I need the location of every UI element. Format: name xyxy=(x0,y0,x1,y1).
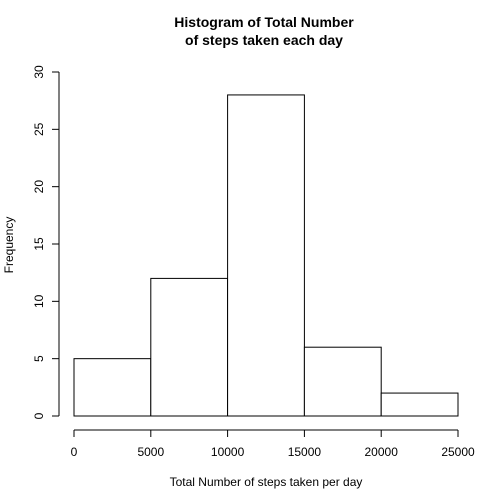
y-tick-label: 0 xyxy=(32,412,46,419)
y-tick-label: 15 xyxy=(32,237,46,251)
histogram-bar-3 xyxy=(303,346,382,417)
histogram-bar-2 xyxy=(227,94,305,417)
x-tick-label: 20000 xyxy=(365,445,399,459)
y-axis: 0 5 10 15 20 25 30 xyxy=(32,65,60,419)
x-tick-label: 10000 xyxy=(211,445,245,459)
histogram-bar-1 xyxy=(150,277,229,417)
x-tick-label: 0 xyxy=(71,445,78,459)
y-tick-label: 10 xyxy=(32,294,46,308)
histogram-bar-4 xyxy=(380,392,459,417)
x-axis: 0 5000 10000 15000 20000 25000 xyxy=(71,429,475,459)
x-tick-label: 5000 xyxy=(137,445,164,459)
x-axis-label: Total Number of steps taken per day xyxy=(170,475,363,489)
y-tick-label: 30 xyxy=(32,65,46,79)
histogram-bar-0 xyxy=(73,358,152,417)
y-tick-label: 20 xyxy=(32,180,46,194)
x-tick-label: 15000 xyxy=(288,445,322,459)
y-tick-label: 5 xyxy=(32,355,46,362)
y-tick-label: 25 xyxy=(32,122,46,136)
chart-title-line-2: of steps taken each day xyxy=(185,32,343,48)
x-tick-label: 25000 xyxy=(441,445,475,459)
y-axis-label: Frequency xyxy=(2,217,16,274)
histogram-bars xyxy=(73,94,459,417)
chart-title-line-1: Histogram of Total Number xyxy=(174,14,354,30)
